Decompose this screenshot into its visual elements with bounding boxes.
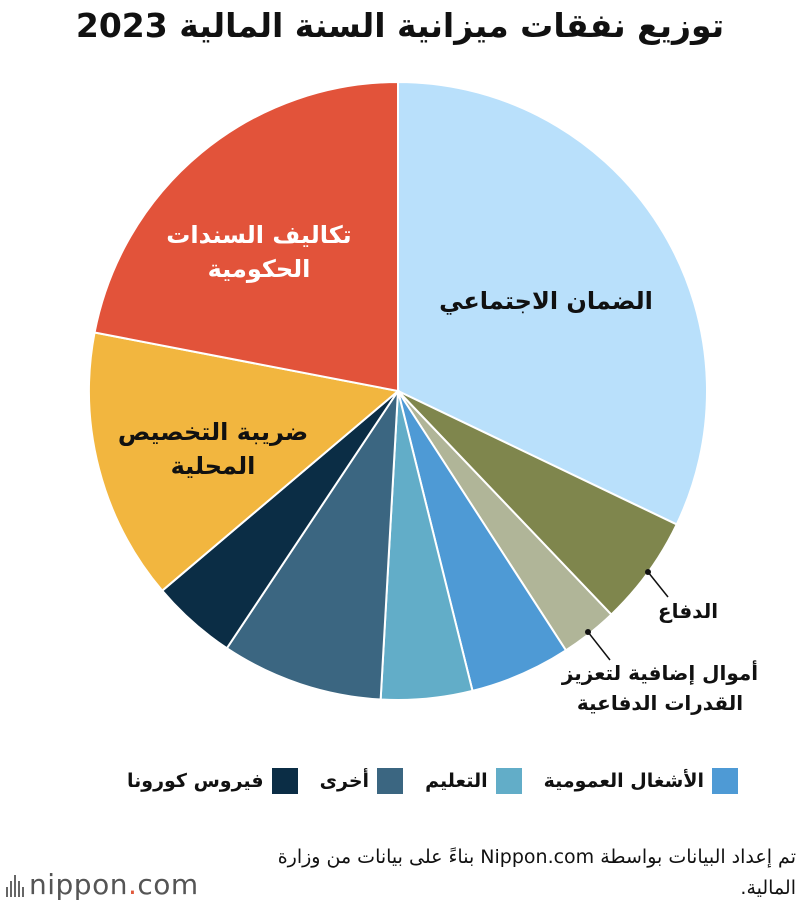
legend-item-other: أخرى	[319, 768, 404, 794]
pie-slice	[88, 331, 401, 593]
callout-leader-line	[647, 571, 669, 598]
legend-label: أخرى	[319, 770, 370, 792]
callout-dot	[585, 629, 591, 635]
logo-brand: nippon	[29, 868, 128, 901]
callout-leader-line	[587, 631, 611, 661]
legend-swatch	[271, 768, 298, 794]
legend-item-education: التعليم	[425, 768, 522, 794]
logo-dot: .	[127, 868, 138, 901]
pie-slice	[93, 80, 399, 393]
pie-slice	[397, 80, 708, 526]
legend-label: الأشغال العمومية	[543, 770, 704, 792]
callout-label: أموال إضافية لتعزيز القدرات الدفاعية	[561, 659, 758, 715]
legend-item-coronavirus: فيروس كورونا	[127, 768, 298, 794]
legend-label: فيروس كورونا	[126, 770, 264, 792]
nippon-logo: nippon. com	[6, 868, 199, 901]
pie-slice	[225, 387, 400, 701]
callout-dot	[645, 569, 651, 575]
callout-label: الدفاع	[658, 599, 718, 623]
legend-item-public-works: الأشغال العمومية	[544, 768, 738, 794]
source-note: تم إعداد البيانات بواسطة Nippon.com بناء…	[277, 846, 796, 899]
chart-title: توزيع نفقات ميزانية السنة المالية 2023	[75, 6, 725, 45]
slice-label: الضمان الاجتماعي	[439, 287, 653, 315]
legend-swatch	[495, 768, 522, 794]
slice-label: تكاليف السندات الحكومية	[166, 221, 351, 283]
legend: الأشغال العمومية التعليم أخرى فيروس كورو…	[127, 768, 738, 794]
logo-suffix: com	[137, 868, 199, 901]
legend-swatch	[377, 768, 404, 794]
logo-bars-icon	[6, 873, 24, 897]
legend-label: التعليم	[425, 770, 488, 792]
slice-label: ضريبة التخصيص المحلية	[118, 418, 308, 480]
legend-swatch	[712, 768, 738, 794]
